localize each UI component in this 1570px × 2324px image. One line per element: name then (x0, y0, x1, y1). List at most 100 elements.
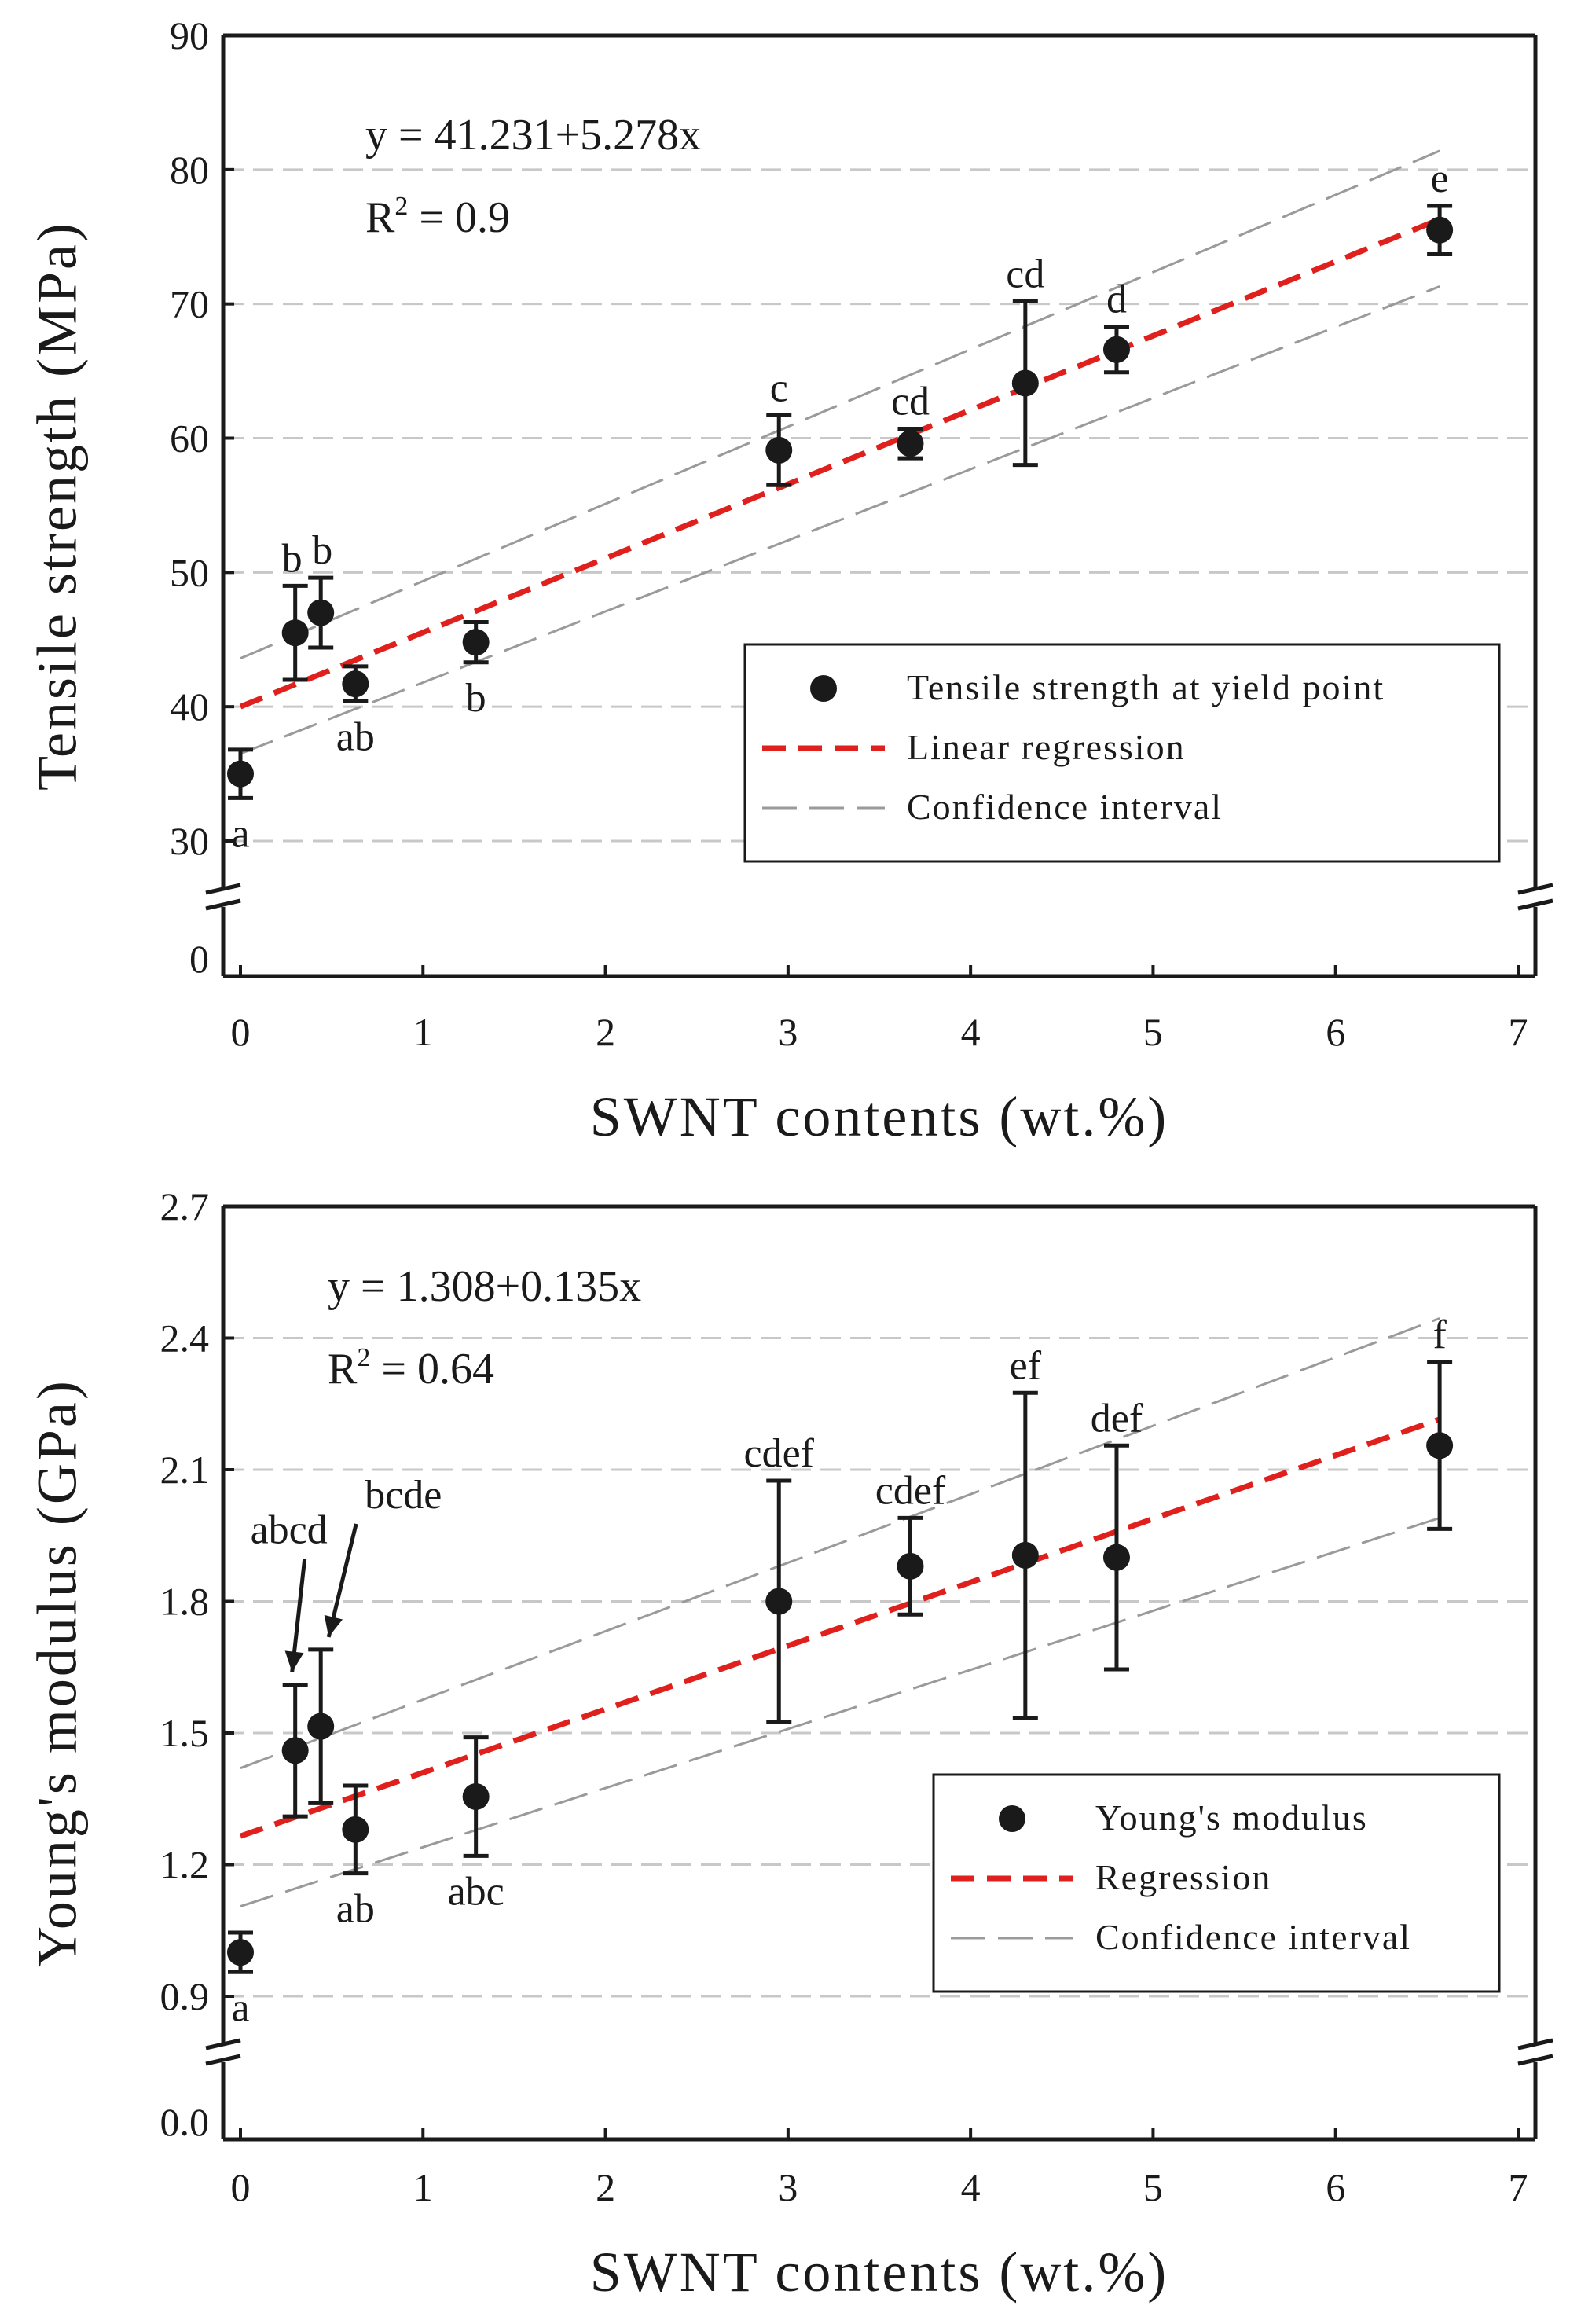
y-tick-label: 30 (170, 819, 209, 863)
regression-line (239, 1416, 1441, 1839)
y-tick-labels: 30 40 50 60 70 80 90 0 (170, 13, 234, 981)
legend: Young's modulus Regression Confidence inte… (932, 1773, 1501, 1993)
data-point-marker (1426, 216, 1454, 244)
significance-letter: bcde (365, 1473, 442, 1518)
confidence-upper-line (240, 149, 1440, 660)
significance-letter: c (770, 365, 788, 410)
x-tick-label: 4 (961, 1010, 981, 1054)
x-tick-labels: 0 1 2 3 4 5 6 7 (231, 2128, 1528, 2209)
x-tick-label: 5 (1143, 1010, 1163, 1054)
data-point-marker (342, 670, 369, 698)
significance-letter: cdef (875, 1468, 946, 1513)
y-tick-label: 80 (170, 148, 209, 192)
y-axis-title: Young's modulus (GPa) (26, 1379, 89, 1967)
r-squared-value: = 0.9 (408, 193, 510, 242)
r-squared-r: R (328, 1345, 358, 1393)
significance-letter: cd (891, 380, 930, 424)
x-tick-label: 6 (1326, 1010, 1345, 1054)
r-squared-superscript: 2 (394, 192, 408, 221)
axis-break-mark (205, 2038, 241, 2050)
y-tick-label: 1.8 (160, 1580, 210, 1624)
r-squared-value: = 0.64 (370, 1345, 494, 1393)
x-tick-label: 0 (231, 1010, 251, 1054)
y-tick-label: 0.0 (160, 2100, 210, 2144)
legend-box (932, 1773, 1501, 1993)
axis-break-mark (1517, 2038, 1553, 2050)
significance-letter: f (1432, 1313, 1447, 1357)
data-point-marker (1102, 1544, 1130, 1571)
y-tick-labels: 0.9 1.2 1.5 1.8 2.1 2.4 2.7 0.0 (160, 1184, 234, 2144)
significance-letter: a (231, 811, 249, 856)
regression-equation: y = 1.308+0.135x (328, 1262, 641, 1311)
data-point-marker (765, 1588, 793, 1615)
x-axis-title: SWNT contents (wt.%) (590, 2241, 1169, 2304)
y-tick-label: 50 (170, 550, 209, 594)
x-tick-labels: 0 1 2 3 4 5 6 7 (231, 965, 1528, 1054)
x-tick-label: 7 (1509, 1010, 1528, 1054)
legend-marker-symbol (810, 675, 837, 702)
regression-equation: y = 41.231+5.278x (365, 111, 701, 160)
y-tick-label: 0 (189, 937, 209, 981)
axis-break-mark (1517, 2054, 1553, 2066)
axes-frame (205, 1204, 1553, 2142)
data-point-marker (1102, 336, 1130, 363)
x-tick-label: 1 (413, 2165, 433, 2209)
data-point-marker (227, 1939, 254, 1966)
significance-letter: a (231, 1985, 249, 2030)
data-point-marker (462, 1782, 490, 1810)
significance-letter: abcd (251, 1508, 328, 1553)
data-point-marker (281, 619, 309, 647)
data-point-marker (342, 1816, 369, 1843)
data-points: a abcd bcde ab abc cdef cdef ef def f (227, 1313, 1454, 2030)
axis-break-mark (205, 2054, 241, 2066)
significance-letter: ab (336, 1887, 375, 1932)
confidence-upper-line (240, 1316, 1440, 1770)
data-point-marker (897, 430, 924, 457)
data-point-marker (897, 1552, 924, 1580)
x-tick-label: 6 (1326, 2165, 1345, 2209)
r-squared-r: R (365, 193, 395, 242)
significance-letter: abc (448, 1869, 504, 1914)
axis-break-mark (1517, 883, 1553, 895)
x-tick-label: 7 (1509, 2165, 1528, 2209)
legend-entry-label: Confidence interval (907, 787, 1223, 827)
legend-entry-label: Young's modulus (1095, 1797, 1368, 1838)
r-squared-superscript: 2 (357, 1343, 370, 1372)
data-point-marker (1011, 369, 1039, 397)
significance-letter: cdef (744, 1431, 815, 1476)
y-tick-label: 2.1 (160, 1448, 210, 1492)
significance-letter: b (466, 676, 486, 721)
confidence-lower-line (240, 285, 1440, 755)
significance-letter: e (1431, 156, 1449, 201)
r-squared-label: R2 = 0.9 (365, 192, 510, 242)
axis-break-mark (1517, 898, 1553, 911)
y-tick-label: 70 (170, 282, 209, 326)
significance-letter: ab (336, 714, 375, 759)
youngs-modulus-chart: 0.9 1.2 1.5 1.8 2.1 2.4 2.7 0.0 0 1 2 3 4 5 6 7 SWNT con… (26, 1184, 1553, 2304)
legend-marker-symbol (999, 1805, 1025, 1832)
x-tick-label: 2 (596, 1010, 615, 1054)
significance-letter: d (1106, 277, 1127, 322)
data-point-marker (307, 1713, 335, 1740)
data-point-marker (227, 760, 254, 788)
data-point-marker (1426, 1432, 1454, 1459)
y-tick-label: 0.9 (160, 1974, 210, 2018)
axes-frame (205, 33, 1553, 978)
r-squared-label: R2 = 0.64 (328, 1343, 494, 1393)
significance-letter: b (282, 536, 303, 581)
axis-break-mark (205, 898, 241, 911)
axis-break-mark (205, 883, 241, 895)
x-tick-label: 0 (231, 2165, 251, 2209)
data-point-marker (765, 436, 793, 464)
y-tick-label: 1.5 (160, 1711, 210, 1755)
y-tick-label: 1.2 (160, 1843, 210, 1887)
significance-letter: b (312, 528, 332, 573)
y-axis-title: Tensile strength (MPa) (26, 221, 89, 791)
annotation-arrow-head (284, 1650, 304, 1672)
x-tick-label: 3 (778, 2165, 798, 2209)
x-axis-title: SWNT contents (wt.%) (590, 1085, 1169, 1148)
y-tick-label: 40 (170, 685, 209, 729)
data-point-marker (281, 1737, 309, 1764)
legend-entry-label: Tensile strength at yield point (907, 667, 1385, 707)
